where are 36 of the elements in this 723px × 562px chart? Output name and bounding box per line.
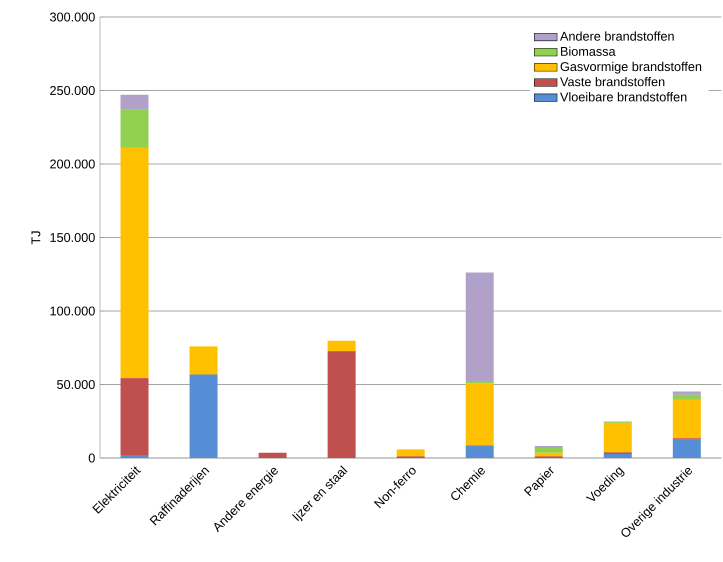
- bar: [120, 109, 149, 148]
- legend-label: Vloeibare brandstoffen: [560, 92, 686, 102]
- bar: [120, 378, 149, 456]
- y-tick-label: 50.000: [57, 380, 95, 389]
- bar: [534, 448, 563, 453]
- bar: [534, 452, 563, 456]
- bar: [466, 445, 494, 458]
- bar: [672, 394, 701, 400]
- bar: [190, 346, 218, 375]
- y-tick-label: 300.000: [50, 12, 95, 22]
- bar: [120, 455, 149, 458]
- y-tick-label: 100.000: [50, 306, 95, 316]
- bar: [328, 340, 356, 352]
- y-tick-label: 200.000: [50, 160, 95, 168]
- bar: [672, 439, 701, 458]
- y-tick-label: 0: [88, 454, 95, 462]
- bar: [466, 383, 494, 446]
- y-axis-title: TJ: [32, 231, 40, 244]
- legend-label: Gasvormige brandstoffen: [560, 62, 702, 74]
- bar: [672, 392, 701, 395]
- legend-label: Vaste brandstoffen: [560, 76, 664, 86]
- bar: [396, 449, 425, 456]
- bar: [604, 422, 632, 452]
- legend-label: Andere brandstoffen: [560, 31, 674, 41]
- bar: [120, 148, 149, 378]
- bar: [120, 94, 149, 110]
- legend-label: Biomassa: [561, 46, 616, 56]
- bar: [258, 452, 287, 458]
- bar: [672, 400, 701, 438]
- bar: [328, 351, 356, 458]
- bar: [534, 446, 563, 448]
- bar: [604, 454, 632, 458]
- bar: [466, 272, 494, 382]
- y-tick-label: 150.000: [50, 233, 95, 242]
- y-tick-label: 250.000: [50, 86, 95, 95]
- bar: [190, 374, 218, 458]
